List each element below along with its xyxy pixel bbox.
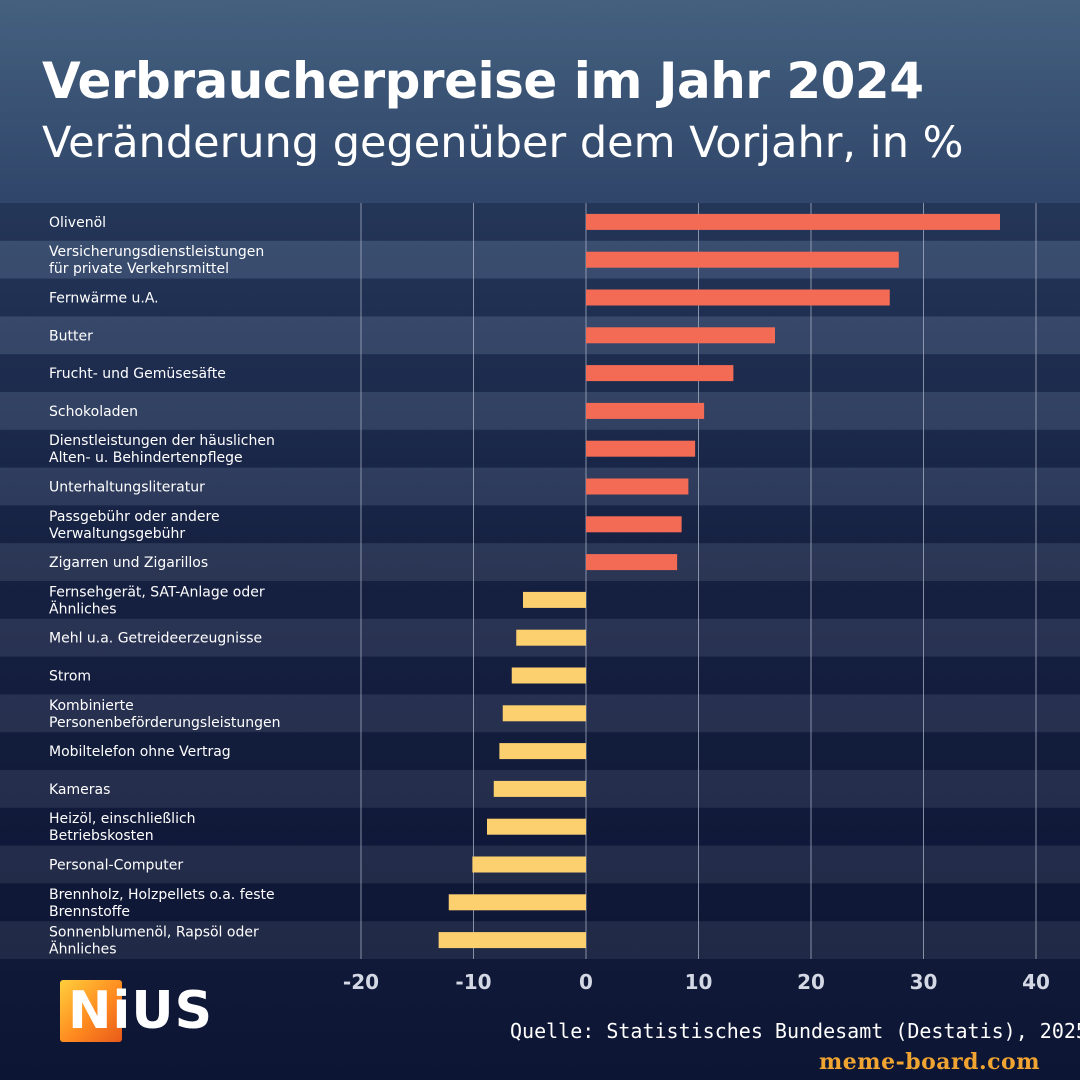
watermark: meme-board.com	[819, 1049, 1040, 1075]
logo-text: NiUS	[68, 981, 214, 1041]
x-tick-label: -10	[455, 970, 491, 994]
row-band	[0, 240, 1080, 279]
category-label: Mobiltelefon ohne Vertrag	[49, 744, 231, 760]
category-label: Fernwärme u.A.	[49, 291, 159, 307]
bar	[586, 289, 890, 306]
category-label: Heizöl, einschließlich Betriebskosten	[49, 811, 196, 844]
bar	[472, 856, 586, 873]
bar	[586, 478, 689, 495]
bar	[448, 894, 586, 911]
row-band	[0, 505, 1080, 544]
bar	[438, 932, 586, 949]
category-label: Dienstleistungen der häuslichen Alten- u.…	[49, 433, 275, 466]
category-labels: Olivenöl Versicherungsdienstleistungen für…	[49, 215, 281, 958]
row-bands	[0, 203, 1080, 959]
row-band	[0, 467, 1080, 506]
category-label: Versicherungsdienstleistungen für private…	[49, 244, 264, 277]
row-band	[0, 543, 1080, 581]
chart-title: Verbraucherpreise im Jahr 2024	[42, 52, 924, 110]
logo-badge	[60, 980, 122, 1042]
category-label: Strom	[49, 669, 91, 685]
bar	[586, 213, 1000, 230]
category-label: Kombinierte Personenbeförderungsleistunge…	[49, 698, 281, 731]
category-label: Frucht- und Gemüsesäfte	[49, 366, 226, 382]
row-band	[0, 392, 1080, 430]
x-tick-label: 30	[910, 970, 938, 994]
bar	[586, 554, 678, 571]
category-label: Kameras	[49, 782, 110, 798]
x-tick-label: 0	[579, 970, 593, 994]
chart-subtitle: Veränderung gegenüber dem Vorjahr, in %	[42, 118, 964, 168]
bar	[502, 705, 586, 722]
bar	[586, 365, 734, 382]
x-tick-label: 40	[1022, 970, 1050, 994]
category-label: Mehl u.a. Getreideerzeugnisse	[49, 631, 262, 647]
x-tick-label: 10	[685, 970, 713, 994]
nius-logo: NiUS	[60, 980, 212, 1042]
row-band	[0, 278, 1080, 317]
category-label: Passgebühr oder andere Verwaltungsgebühr	[49, 509, 220, 542]
source-note: Quelle: Statistisches Bundesamt (Destati…	[510, 1019, 1080, 1043]
category-label: Unterhaltungsliteratur	[49, 480, 205, 496]
bar	[511, 667, 586, 684]
bar	[586, 516, 682, 533]
x-tick-label: -20	[343, 970, 379, 994]
row-band	[0, 429, 1080, 468]
row-band	[0, 316, 1080, 355]
bar	[493, 780, 586, 797]
category-label: Fernsehgerät, SAT-Anlage oder Ähnliches	[49, 584, 265, 617]
category-label: Sonnenblumenöl, Rapsöl oder Ähnliches	[49, 925, 259, 958]
bar	[523, 591, 586, 608]
x-axis-ticks: -20 -10 0 10 20 30 40	[343, 970, 1050, 994]
category-label: Olivenöl	[49, 215, 106, 231]
category-label: Zigarren und Zigarillos	[49, 555, 208, 571]
bar	[499, 743, 586, 760]
category-label: Personal-Computer	[49, 858, 183, 874]
bar	[516, 629, 586, 646]
bar	[586, 251, 899, 268]
row-band	[0, 354, 1080, 392]
category-label: Brennholz, Holzpellets o.a. feste Brennst…	[49, 887, 275, 920]
bars	[438, 213, 1000, 949]
bar	[586, 440, 696, 457]
category-label: Schokoladen	[49, 404, 138, 420]
bar	[487, 818, 586, 835]
category-label: Butter	[49, 328, 93, 344]
bar	[586, 402, 705, 419]
x-tick-label: 20	[797, 970, 825, 994]
bar	[586, 327, 775, 344]
